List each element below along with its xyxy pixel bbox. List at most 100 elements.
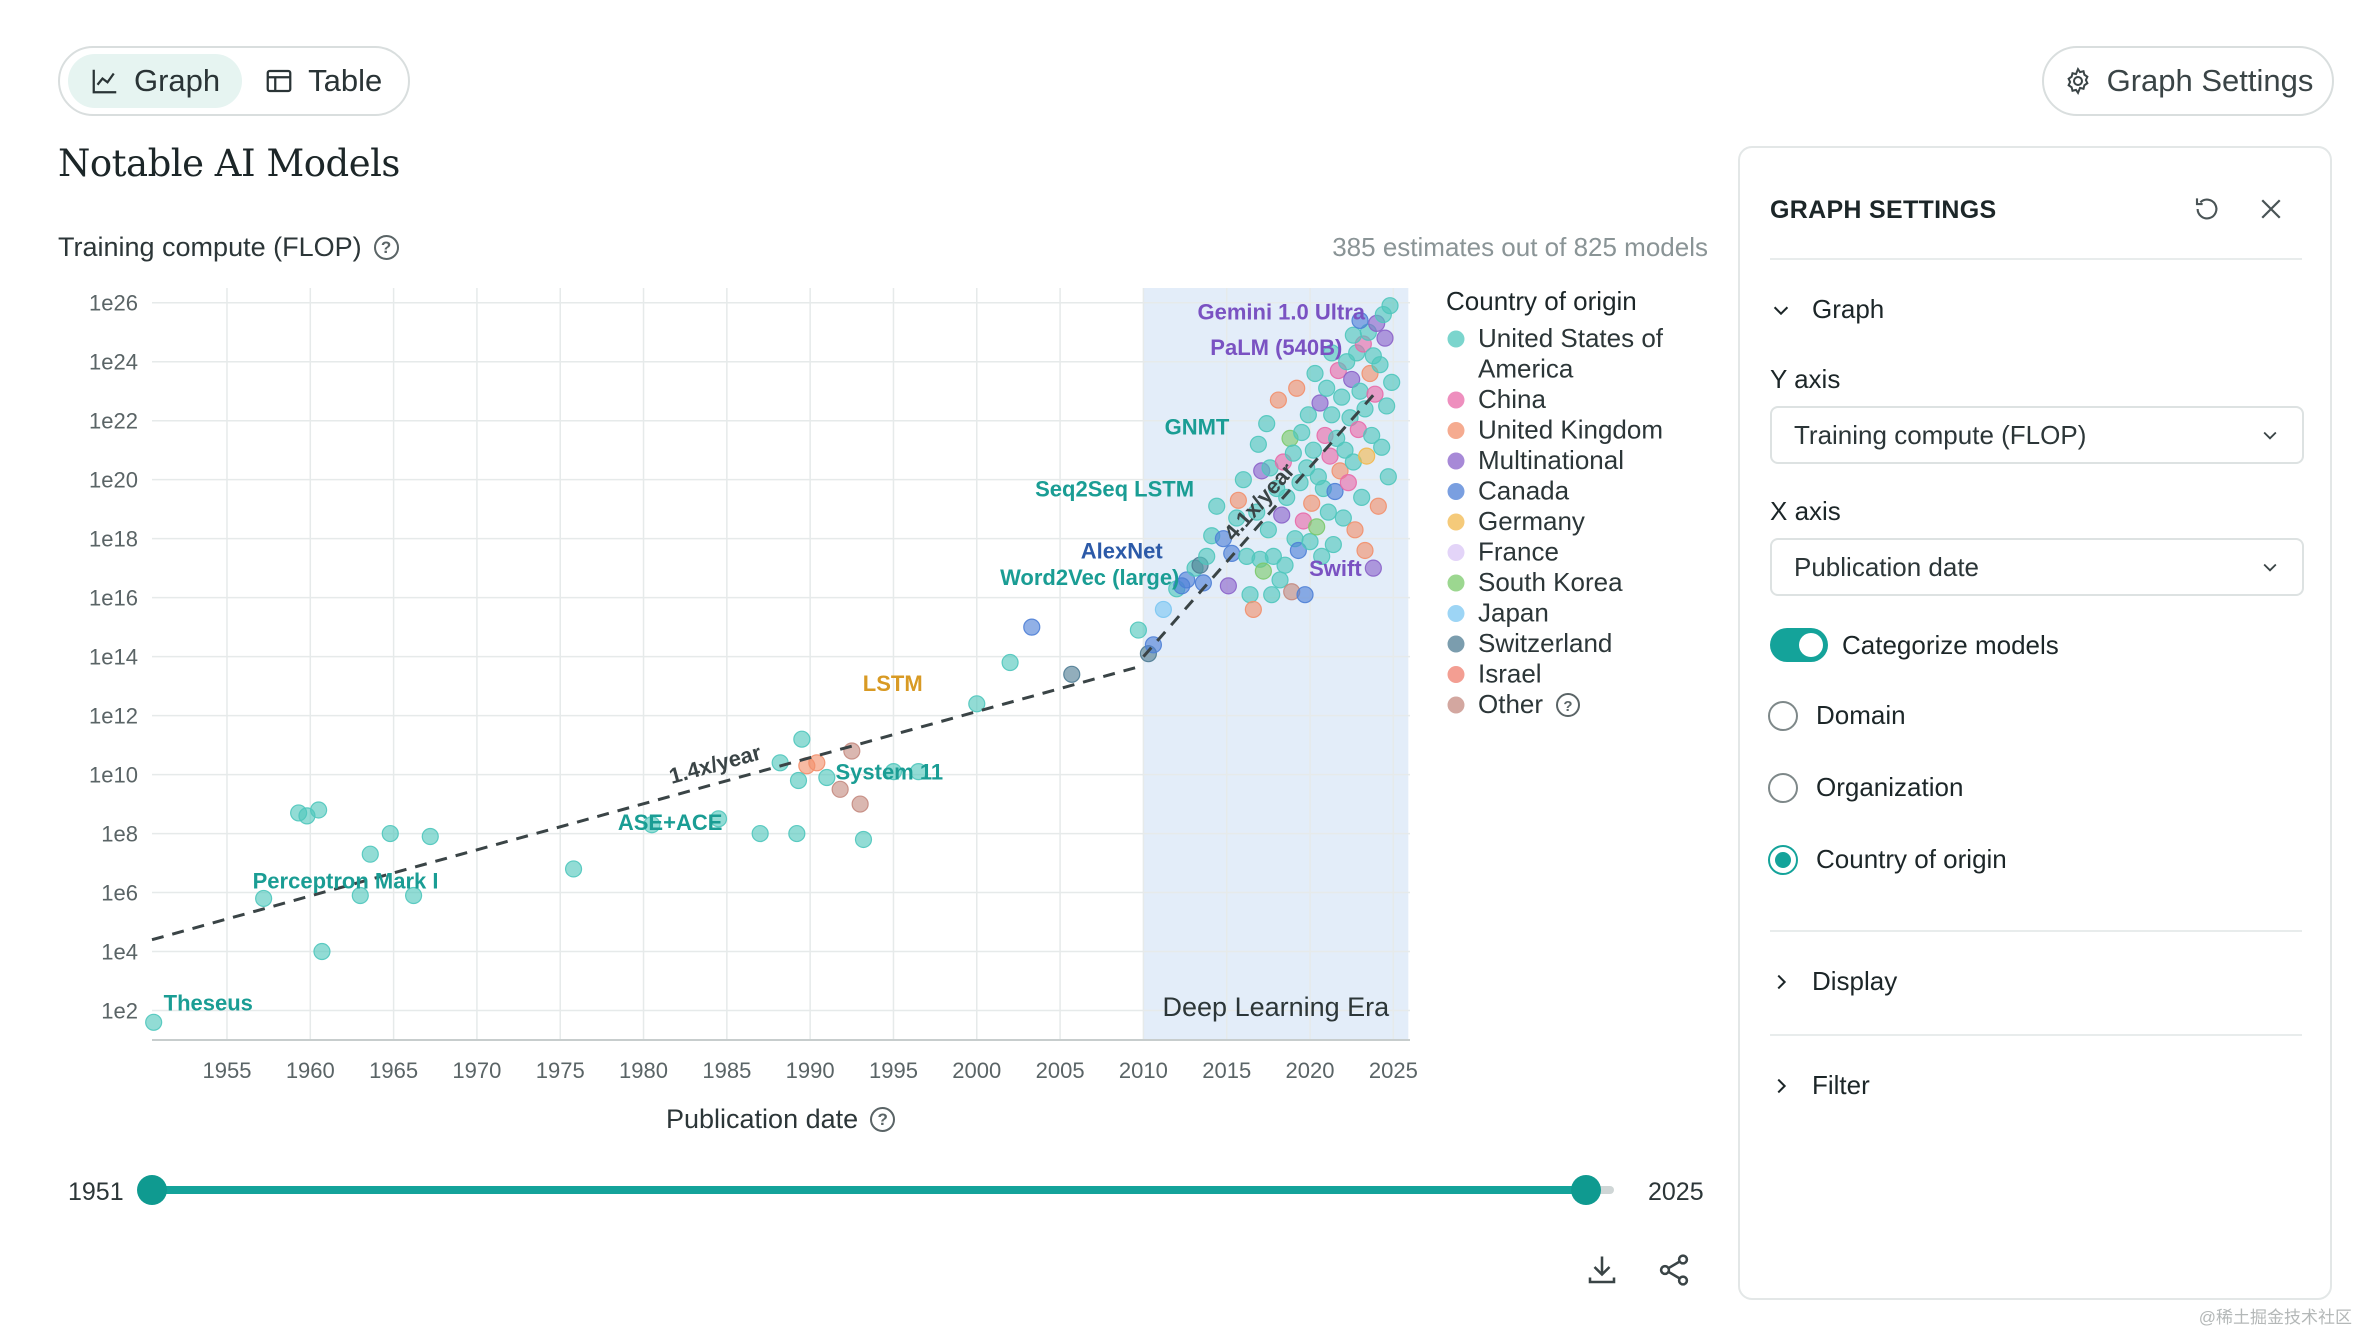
help-icon[interactable]: ? bbox=[870, 1107, 896, 1132]
slider-min-label: 1951 bbox=[68, 1178, 124, 1206]
legend-label: South Korea bbox=[1478, 567, 1623, 597]
data-point bbox=[1323, 406, 1341, 424]
data-point bbox=[1241, 586, 1259, 604]
data-point bbox=[1063, 665, 1081, 683]
data-point bbox=[854, 830, 873, 849]
x-tick-label: 2025 bbox=[1369, 1058, 1418, 1083]
graph-settings-button[interactable]: Graph Settings bbox=[2042, 46, 2334, 116]
estimates-count: 385 estimates out of 825 models bbox=[1332, 232, 1708, 262]
data-point bbox=[1323, 344, 1341, 362]
data-point bbox=[709, 810, 728, 828]
data-point bbox=[1229, 491, 1247, 509]
gear-icon bbox=[2066, 66, 2089, 96]
graph-tab[interactable]: Graph bbox=[68, 54, 243, 108]
legend-swatch bbox=[1447, 330, 1465, 348]
reset-icon[interactable] bbox=[2192, 194, 2222, 224]
y-axis-title: Training compute (FLOP) ? bbox=[58, 232, 399, 263]
scatter-chart: 1e2 1e4 1e6 1e8 1e10 1e12 1e14 1e16 1e18 1e20 1e22… bbox=[89, 286, 1664, 1083]
data-point bbox=[909, 763, 928, 781]
radio-circle bbox=[1768, 700, 1798, 731]
trend-line bbox=[1142, 390, 1378, 658]
y-tick-label: 1e12 bbox=[89, 704, 138, 729]
data-point bbox=[1303, 494, 1321, 512]
graph-section-toggle[interactable]: Graph bbox=[1770, 294, 1884, 325]
graph-section-label: Graph bbox=[1812, 294, 1885, 324]
data-point bbox=[310, 801, 328, 819]
data-point bbox=[1313, 547, 1331, 565]
table-tab[interactable]: Table bbox=[242, 54, 404, 108]
x-tick-label: 2000 bbox=[952, 1058, 1001, 1083]
x-axis-label: X axis bbox=[1770, 496, 1841, 526]
download-icon[interactable] bbox=[1584, 1252, 1620, 1288]
data-point bbox=[145, 1013, 163, 1031]
data-point bbox=[1269, 391, 1287, 409]
help-icon bbox=[1556, 693, 1580, 717]
x-axis-select[interactable]: Publication date bbox=[1770, 538, 2304, 596]
data-point bbox=[1346, 521, 1364, 539]
data-point bbox=[1341, 409, 1359, 427]
share-icon[interactable] bbox=[1656, 1252, 1692, 1288]
data-point bbox=[1154, 600, 1172, 619]
data-point bbox=[1288, 379, 1306, 397]
data-point bbox=[1198, 547, 1216, 565]
radio-organization[interactable]: Organization bbox=[1768, 772, 1963, 803]
slider-max-handle[interactable] bbox=[1571, 1175, 1601, 1205]
legend-label: Canada bbox=[1478, 476, 1570, 506]
x-tick-label: 2005 bbox=[1036, 1058, 1085, 1083]
model-label: ASE+ACE bbox=[618, 810, 723, 835]
data-point bbox=[1333, 388, 1351, 406]
data-point bbox=[404, 886, 423, 905]
help-icon-glyph: ? bbox=[1563, 698, 1572, 715]
slider-range-fill bbox=[152, 1186, 1586, 1194]
y-tick-label: 1e14 bbox=[89, 645, 138, 670]
data-point bbox=[1271, 571, 1289, 589]
data-point bbox=[1259, 521, 1277, 539]
chevron-down-icon bbox=[2263, 431, 2277, 440]
legend-swatch bbox=[1447, 696, 1465, 714]
data-point bbox=[818, 768, 836, 787]
radio-country-of-origin[interactable]: Country of origin bbox=[1768, 844, 2007, 875]
trend-line bbox=[151, 664, 1144, 942]
data-point bbox=[1301, 533, 1319, 551]
legend-swatch bbox=[1447, 544, 1465, 561]
radio-domain[interactable]: Domain bbox=[1768, 700, 1906, 731]
data-point bbox=[643, 816, 661, 834]
data-point bbox=[1356, 541, 1374, 560]
data-point bbox=[884, 763, 903, 781]
close-icon[interactable] bbox=[2256, 194, 2286, 224]
data-point bbox=[1291, 474, 1309, 492]
y-tick-label: 1e4 bbox=[101, 940, 138, 965]
filter-section-toggle[interactable]: Filter bbox=[1770, 1070, 1870, 1101]
data-point bbox=[1263, 586, 1281, 604]
data-point bbox=[1351, 382, 1369, 400]
data-point bbox=[1258, 415, 1276, 433]
categorize-models-switch[interactable] bbox=[1770, 628, 1828, 662]
data-point bbox=[1278, 488, 1296, 506]
legend-label: Other bbox=[1478, 689, 1543, 719]
y-tick-label: 1e10 bbox=[89, 763, 138, 788]
slider-min-handle[interactable] bbox=[137, 1175, 167, 1205]
legend-swatch bbox=[1447, 513, 1465, 531]
data-point bbox=[1339, 474, 1357, 492]
x-tick-label: 2010 bbox=[1119, 1058, 1168, 1083]
data-point bbox=[843, 742, 861, 760]
x-axis-title-text: Publication date bbox=[666, 1104, 859, 1134]
x-tick-label: 1980 bbox=[619, 1058, 668, 1083]
radio-organization-label: Organization bbox=[1816, 772, 1964, 802]
data-point bbox=[1318, 379, 1336, 397]
data-point bbox=[808, 754, 826, 772]
y-tick-label: 1e2 bbox=[101, 999, 138, 1024]
table-tab-label: Table bbox=[308, 63, 383, 98]
display-section-toggle[interactable]: Display bbox=[1770, 966, 1897, 997]
data-point bbox=[1208, 497, 1226, 515]
data-point bbox=[1343, 370, 1361, 389]
model-label: Seq2Seq LSTM bbox=[1035, 477, 1194, 502]
chevron-right-icon bbox=[1777, 1078, 1787, 1093]
panel-divider bbox=[1770, 1034, 2302, 1036]
y-axis-select[interactable]: Training compute (FLOP) bbox=[1770, 406, 2304, 464]
help-icon[interactable]: ? bbox=[373, 235, 399, 260]
radio-circle bbox=[1768, 772, 1798, 803]
data-point bbox=[1194, 574, 1212, 592]
x-tick-label: 1990 bbox=[786, 1058, 835, 1083]
data-point bbox=[1001, 653, 1019, 672]
